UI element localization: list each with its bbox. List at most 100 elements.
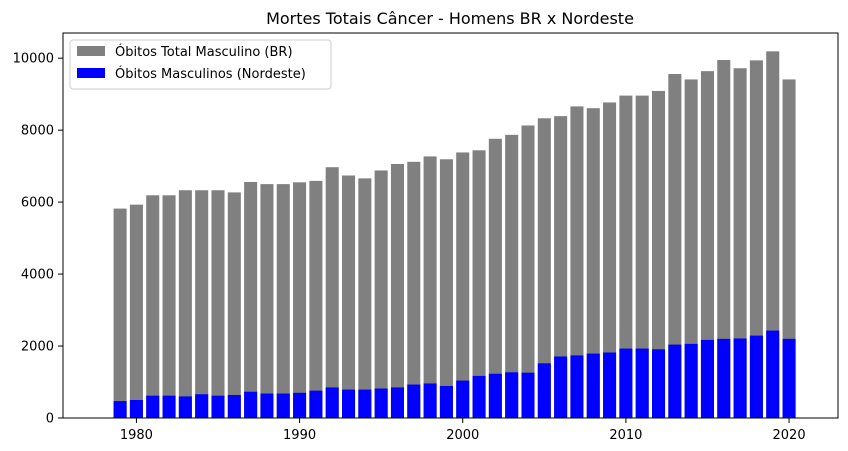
bar-nordeste-2010 bbox=[619, 348, 633, 418]
bar-br-2019 bbox=[766, 51, 780, 418]
bar-nordeste-1999 bbox=[439, 385, 453, 418]
bar-br-1999 bbox=[439, 159, 453, 419]
bar-br-2009 bbox=[603, 102, 617, 418]
bar-br-2012 bbox=[652, 90, 666, 419]
bar-nordeste-1990 bbox=[293, 392, 307, 418]
bar-nordeste-1989 bbox=[276, 393, 290, 418]
bar-nordeste-2015 bbox=[700, 339, 714, 418]
bar-br-1980 bbox=[129, 204, 143, 418]
bar-nordeste-2004 bbox=[521, 372, 535, 418]
bar-nordeste-2018 bbox=[749, 335, 763, 418]
y-tick-label-8000: 8000 bbox=[21, 124, 54, 139]
bar-nordeste-2007 bbox=[570, 355, 584, 418]
x-tick-label-1990: 1990 bbox=[283, 428, 316, 443]
bars-layer bbox=[113, 51, 796, 419]
legend-label-br: Óbitos Total Masculino (BR) bbox=[115, 44, 293, 60]
bar-br-1981 bbox=[146, 195, 160, 418]
bar-nordeste-1991 bbox=[309, 390, 323, 418]
bar-nordeste-1983 bbox=[178, 396, 192, 418]
bar-br-2002 bbox=[488, 138, 502, 419]
x-tick-label-2010: 2010 bbox=[609, 428, 642, 443]
bar-br-2010 bbox=[619, 95, 633, 419]
legend-label-nordeste: Óbitos Masculinos (Nordeste) bbox=[115, 66, 306, 82]
bar-br-2015 bbox=[700, 71, 714, 418]
bar-nordeste-1994 bbox=[358, 389, 372, 418]
bar-br-1983 bbox=[178, 190, 192, 418]
bar-br-1990 bbox=[293, 182, 307, 418]
bar-nordeste-2005 bbox=[537, 363, 551, 418]
bar-br-1992 bbox=[325, 167, 339, 418]
x-tick-label-2020: 2020 bbox=[773, 428, 806, 443]
chart-title: Mortes Totais Câncer - Homens BR x Norde… bbox=[266, 9, 634, 28]
bar-br-2003 bbox=[505, 134, 519, 418]
x-tick-label-1980: 1980 bbox=[120, 428, 153, 443]
bar-br-1987 bbox=[244, 181, 258, 418]
bar-nordeste-1996 bbox=[390, 387, 404, 418]
bar-nordeste-1993 bbox=[342, 389, 356, 418]
bar-br-2016 bbox=[717, 59, 731, 419]
bar-nordeste-1985 bbox=[211, 395, 225, 418]
bar-br-2008 bbox=[586, 108, 600, 418]
bar-nordeste-1992 bbox=[325, 387, 339, 418]
series-nordeste bbox=[113, 330, 796, 418]
bar-nordeste-1981 bbox=[146, 395, 160, 418]
legend-swatch-nordeste bbox=[77, 68, 105, 78]
y-tick-label-6000: 6000 bbox=[21, 196, 54, 211]
bar-br-1993 bbox=[342, 175, 356, 418]
bar-br-1998 bbox=[423, 156, 437, 419]
plot-frame bbox=[62, 32, 839, 419]
bar-nordeste-1997 bbox=[407, 384, 421, 418]
bar-nordeste-1979 bbox=[113, 401, 127, 418]
bar-nordeste-1984 bbox=[195, 394, 209, 418]
bar-br-2001 bbox=[472, 150, 486, 419]
bar-br-2020 bbox=[782, 79, 796, 419]
bar-nordeste-2012 bbox=[652, 349, 666, 418]
bar-nordeste-1987 bbox=[244, 391, 258, 418]
bar-br-1997 bbox=[407, 161, 421, 418]
bar-br-1985 bbox=[211, 190, 225, 418]
bar-br-2006 bbox=[554, 116, 568, 419]
bar-br-1996 bbox=[390, 163, 404, 418]
x-tick-label-2000: 2000 bbox=[446, 428, 479, 443]
bar-br-1984 bbox=[195, 190, 209, 418]
bar-br-2011 bbox=[635, 95, 649, 419]
bar-nordeste-2002 bbox=[488, 373, 502, 418]
bar-br-2013 bbox=[668, 74, 682, 419]
legend-box bbox=[69, 39, 332, 90]
bar-br-1982 bbox=[162, 195, 176, 418]
legend-swatch-br bbox=[77, 46, 105, 56]
y-tick-label-10000: 10000 bbox=[13, 52, 54, 67]
bar-br-1988 bbox=[260, 184, 274, 418]
bar-nordeste-2011 bbox=[635, 348, 649, 418]
bar-nordeste-2019 bbox=[766, 330, 780, 418]
bar-nordeste-2000 bbox=[456, 380, 470, 418]
bar-nordeste-2016 bbox=[717, 338, 731, 418]
bar-br-1991 bbox=[309, 180, 323, 418]
bar-br-1994 bbox=[358, 178, 372, 418]
bar-nordeste-2001 bbox=[472, 375, 486, 418]
bar-nordeste-2003 bbox=[505, 372, 519, 418]
bar-nordeste-2013 bbox=[668, 344, 682, 418]
bar-nordeste-2008 bbox=[586, 353, 600, 418]
bar-nordeste-1982 bbox=[162, 395, 176, 418]
bar-nordeste-1986 bbox=[227, 394, 241, 418]
bar-br-2014 bbox=[684, 79, 698, 419]
legend: Óbitos Total Masculino (BR) Óbitos Mascu… bbox=[69, 39, 332, 90]
bar-nordeste-2017 bbox=[733, 338, 747, 418]
bar-nordeste-1995 bbox=[374, 388, 388, 418]
y-tick-label-4000: 4000 bbox=[21, 268, 54, 283]
bar-br-2018 bbox=[749, 60, 763, 418]
bar-nordeste-1998 bbox=[423, 383, 437, 418]
bar-br-2017 bbox=[733, 68, 747, 418]
series-br bbox=[113, 51, 796, 419]
bar-br-1986 bbox=[227, 192, 241, 418]
bar-br-2000 bbox=[456, 152, 470, 418]
bar-nordeste-2009 bbox=[603, 352, 617, 418]
bar-nordeste-2014 bbox=[684, 343, 698, 418]
bar-br-2007 bbox=[570, 106, 584, 419]
bar-br-2005 bbox=[537, 118, 551, 418]
bar-br-1979 bbox=[113, 208, 127, 418]
y-tick-label-2000: 2000 bbox=[21, 340, 54, 355]
bar-nordeste-1988 bbox=[260, 393, 274, 418]
